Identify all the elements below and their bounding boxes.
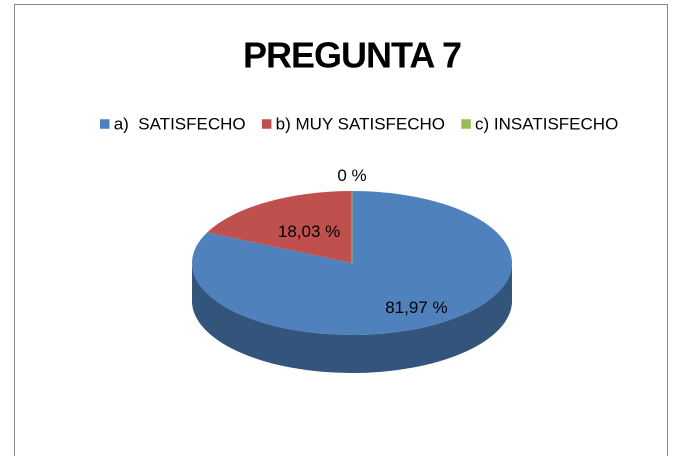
chart-title: PREGUNTA 7 [243,35,461,76]
legend-label: b) MUY SATISFECHO [276,114,445,133]
legend-label: a) SATISFECHO [114,114,246,133]
data-label: 18,03 % [278,222,340,241]
legend-marker [460,118,472,130]
legend-label: c) INSATISFECHO [475,114,618,133]
pie-side [192,263,512,373]
legend-marker [261,118,272,130]
data-label: 81,97 % [385,298,447,317]
pie-slice [207,191,352,263]
pie-side-shade [192,263,512,373]
legend-marker [99,118,110,130]
data-label: 0 % [337,166,366,185]
